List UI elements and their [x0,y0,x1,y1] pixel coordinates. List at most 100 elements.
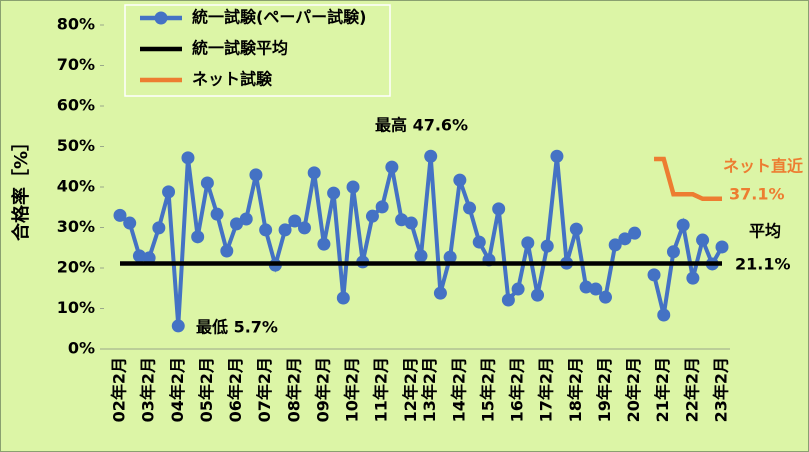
data-point [414,249,428,263]
x-tick-label: 20年2月 [624,357,643,422]
data-point [297,221,311,235]
data-point [666,245,680,259]
data-point [463,201,477,215]
x-tick-label: 17年2月 [537,357,556,422]
series-line [654,156,722,201]
legend-box [124,4,391,97]
data-point [657,308,671,322]
annotation: 37.1% [729,185,785,204]
data-point [191,230,205,244]
y-tick-label: 80% [57,15,95,34]
data-point [123,216,137,230]
data-point [181,151,195,165]
data-point [278,223,292,237]
x-tick-label: 16年2月 [508,357,527,422]
x-tick-label: 09年2月 [313,357,332,422]
y-tick-label: 30% [57,217,95,236]
legend-label: 統一試験平均 [192,39,288,58]
data-point [385,160,399,174]
data-point [628,226,642,240]
data-point [608,238,622,252]
data-point [365,209,379,223]
data-point [531,288,545,302]
annotation: 最低 5.7% [196,318,278,337]
y-tick-label: 40% [57,177,95,196]
data-point [132,249,146,263]
legend-marker [154,11,168,25]
x-tick-label: 15年2月 [478,357,497,422]
x-tick-label: 19年2月 [595,357,614,422]
data-point [113,208,127,222]
x-tick-label: 08年2月 [284,357,303,422]
data-point [492,202,506,216]
data-point [453,173,467,187]
data-point [715,240,729,254]
data-point [686,271,700,285]
x-tick-label: 07年2月 [255,357,274,422]
data-point [230,217,244,231]
data-point [171,319,185,333]
data-point [676,218,690,232]
x-tick-label: 02年2月 [110,357,129,422]
y-tick-label: 20% [57,258,95,277]
data-point [142,251,156,265]
series-line [118,156,636,327]
data-point [598,290,612,304]
x-tick-label: 05年2月 [197,357,216,422]
data-point [696,233,710,247]
data-point [404,216,418,230]
x-tick-label: 03年2月 [139,357,158,422]
data-point [589,282,603,296]
x-tick-label: 21年2月 [653,357,672,422]
data-point [336,291,350,305]
annotation: ネット直近 [723,157,803,176]
legend-label: 統一試験(ペーパー試験) [192,8,366,27]
data-point [220,244,234,258]
data-point [152,221,166,235]
y-tick-label: 50% [57,136,95,155]
x-tick-label: 11年2月 [372,357,391,422]
x-tick-label: 06年2月 [226,357,245,422]
y-tick-label: 10% [57,298,95,317]
x-tick-label: 13年2月 [420,357,439,422]
data-point [200,176,214,190]
data-point [239,212,253,226]
data-point [540,239,554,253]
x-tick-label: 23年2月 [712,357,731,422]
data-point [327,186,341,200]
data-point [375,200,389,214]
y-tick-label: 0% [68,339,95,358]
data-point [288,214,302,228]
x-tick-label: 22年2月 [682,357,701,422]
y-axis-label: 合格率［%］ [10,133,32,241]
x-tick-label: 04年2月 [168,357,187,422]
x-tick-label: 12年2月 [401,357,420,422]
data-point [550,149,564,163]
data-point [472,235,486,249]
x-tick-label: 10年2月 [343,357,362,422]
y-tick-label: 70% [57,55,95,74]
data-point [579,280,593,294]
data-point [259,223,273,237]
annotation: 最高 47.6% [375,116,468,135]
data-point [210,207,224,221]
data-point [307,166,321,180]
y-tick-label: 60% [57,96,95,115]
data-point [317,237,331,251]
data-point [569,222,583,236]
x-tick-label: 14年2月 [449,357,468,422]
data-point [162,185,176,199]
data-point [443,250,457,264]
data-point [618,232,632,246]
data-point [521,236,535,250]
data-point [511,282,525,296]
legend-label: ネット試験 [192,70,273,89]
data-point [433,286,447,300]
data-point [249,168,263,182]
data-point [424,149,438,163]
annotation: 平均 [749,222,781,241]
data-point [647,268,661,282]
x-tick-label: 18年2月 [566,357,585,422]
data-point [501,293,515,307]
